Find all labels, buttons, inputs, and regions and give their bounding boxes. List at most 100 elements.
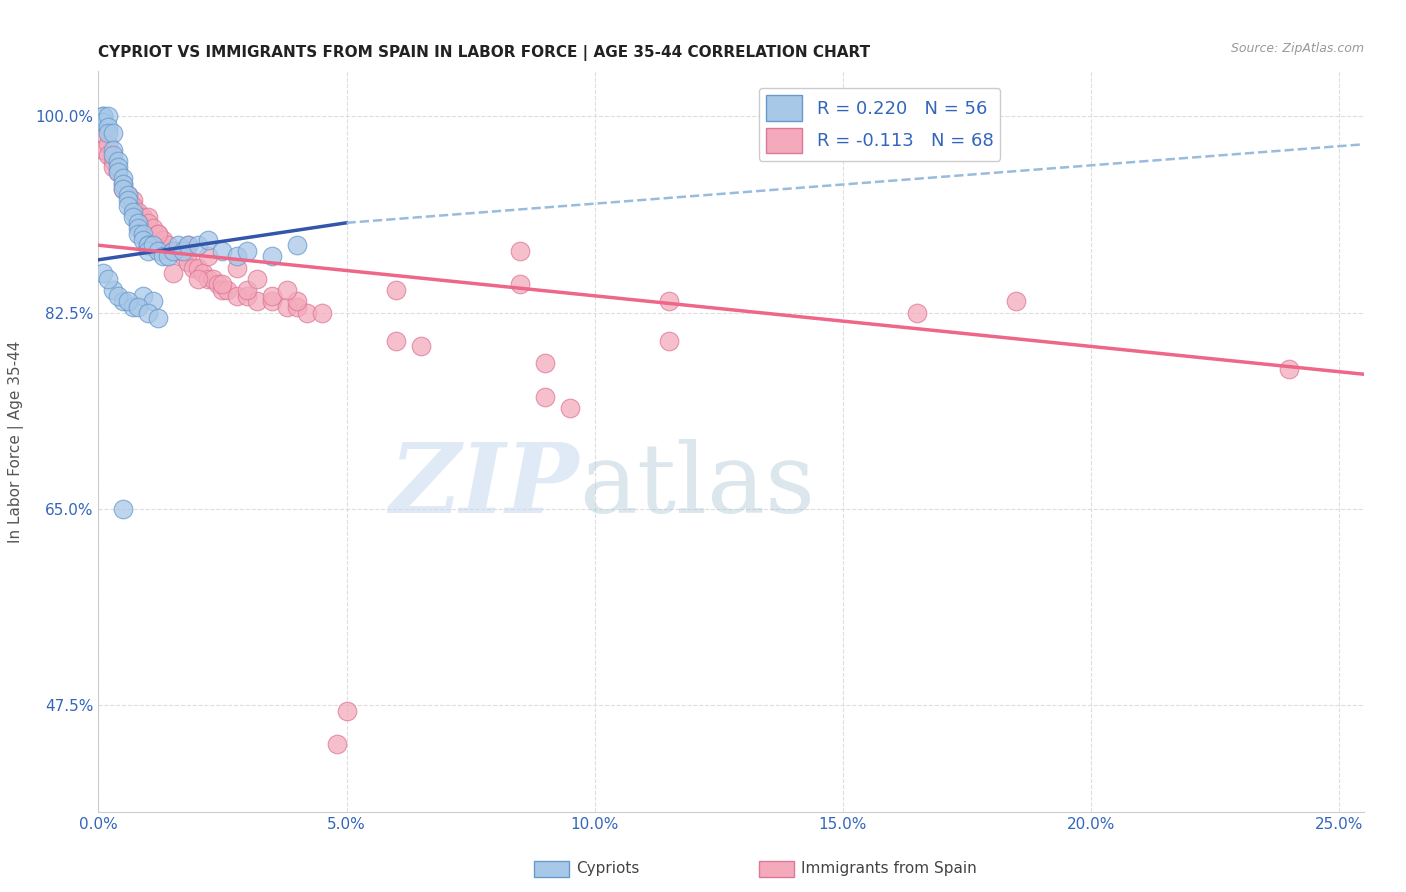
Point <box>146 227 169 241</box>
Point <box>285 294 308 309</box>
Point <box>181 260 204 275</box>
Point <box>112 177 135 191</box>
Point <box>117 194 139 208</box>
Point <box>107 154 129 169</box>
Text: Source: ZipAtlas.com: Source: ZipAtlas.com <box>1230 42 1364 54</box>
Point <box>187 260 209 275</box>
Point <box>658 294 681 309</box>
Point <box>409 339 432 353</box>
Point <box>246 294 269 309</box>
Point <box>103 143 125 157</box>
Point <box>127 204 149 219</box>
Point <box>112 501 135 516</box>
Point <box>107 289 129 303</box>
Point <box>107 160 129 174</box>
Text: Cypriots: Cypriots <box>576 862 640 876</box>
Point <box>311 305 333 319</box>
Point <box>136 216 159 230</box>
Point <box>146 227 169 241</box>
Point <box>162 244 184 258</box>
Point <box>187 272 209 286</box>
Point <box>122 300 145 314</box>
Point <box>211 244 233 258</box>
Point <box>534 356 557 370</box>
Point <box>142 221 165 235</box>
Point <box>127 216 149 230</box>
Point <box>172 250 194 264</box>
Point <box>136 305 159 319</box>
Point <box>226 250 249 264</box>
Point <box>132 227 155 241</box>
Point <box>142 238 165 252</box>
Point <box>509 277 531 292</box>
Point <box>103 160 125 174</box>
Point <box>236 244 259 258</box>
Point <box>122 194 145 208</box>
Point <box>112 294 135 309</box>
Point <box>187 238 209 252</box>
Point <box>1005 294 1028 309</box>
Point <box>262 250 284 264</box>
Point <box>156 250 179 264</box>
Point <box>166 244 188 258</box>
Point <box>136 244 159 258</box>
Point <box>127 227 149 241</box>
Point <box>262 289 284 303</box>
Point <box>132 210 155 224</box>
Point <box>112 182 135 196</box>
Point <box>236 289 259 303</box>
Point <box>152 233 174 247</box>
Point <box>191 266 214 280</box>
Point <box>385 283 408 297</box>
Point <box>103 126 125 140</box>
Point <box>236 283 259 297</box>
Point <box>117 294 139 309</box>
Point <box>509 244 531 258</box>
Point <box>112 170 135 185</box>
Point <box>166 238 188 252</box>
Legend: R = 0.220   N = 56, R = -0.113   N = 68: R = 0.220 N = 56, R = -0.113 N = 68 <box>759 87 1001 161</box>
Point <box>211 283 233 297</box>
Point <box>97 120 120 135</box>
Point <box>558 401 581 415</box>
Point <box>276 300 298 314</box>
Point <box>146 244 169 258</box>
Point <box>197 272 219 286</box>
Point <box>177 238 200 252</box>
Point <box>122 204 145 219</box>
Text: ZIP: ZIP <box>389 439 579 533</box>
Point <box>93 109 115 123</box>
Point <box>97 109 120 123</box>
Point <box>262 294 284 309</box>
Point <box>117 187 139 202</box>
Point <box>385 334 408 348</box>
Point <box>177 238 200 252</box>
Point <box>97 272 120 286</box>
Point <box>97 148 120 162</box>
Point <box>1278 361 1301 376</box>
Point <box>162 244 184 258</box>
Point <box>905 305 928 319</box>
Point <box>97 126 120 140</box>
Point <box>285 300 308 314</box>
Y-axis label: In Labor Force | Age 35-44: In Labor Force | Age 35-44 <box>8 341 24 542</box>
Text: Immigrants from Spain: Immigrants from Spain <box>801 862 977 876</box>
Point <box>152 250 174 264</box>
Point <box>112 177 135 191</box>
Point <box>127 221 149 235</box>
Point <box>127 216 149 230</box>
Point <box>142 294 165 309</box>
Point <box>97 137 120 152</box>
Point <box>197 233 219 247</box>
Point <box>162 266 184 280</box>
Point <box>197 250 219 264</box>
Point <box>107 165 129 179</box>
Point <box>226 260 249 275</box>
Point <box>136 238 159 252</box>
Point <box>117 199 139 213</box>
Point <box>103 154 125 169</box>
Point <box>107 165 129 179</box>
Point <box>93 266 115 280</box>
Point <box>132 289 155 303</box>
Point <box>226 289 249 303</box>
